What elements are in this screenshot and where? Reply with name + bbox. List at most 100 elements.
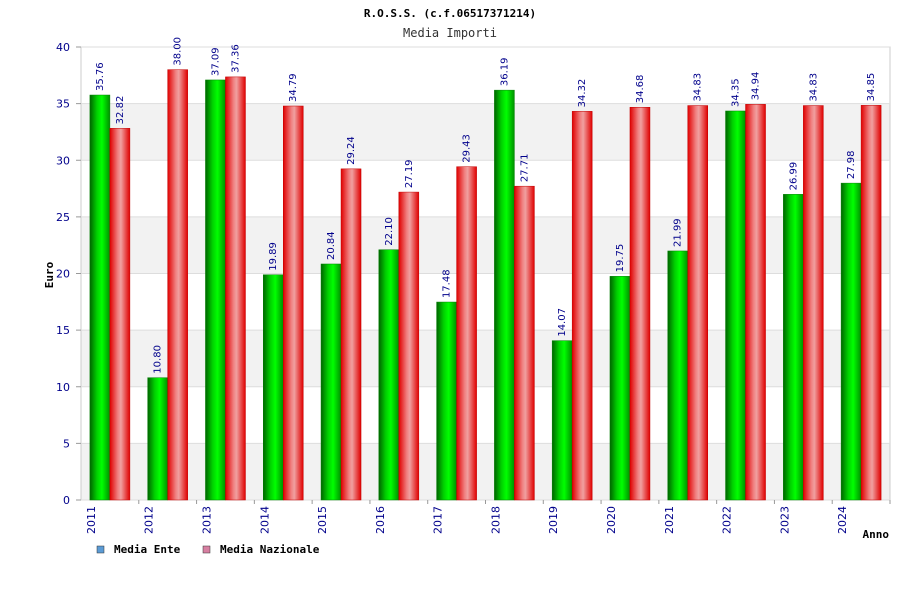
bar-media-nazionale-2016 — [398, 191, 420, 501]
y-tick-label: 5 — [63, 437, 70, 450]
data-label: 14.07 — [557, 308, 568, 337]
plot-band — [81, 330, 890, 387]
chart-title: R.O.S.S. (c.f.06517371214) — [364, 7, 536, 20]
bar-media-ente-2015 — [320, 263, 342, 501]
legend: Media Ente Media Nazionale — [96, 543, 320, 556]
plot-band — [81, 273, 890, 331]
data-label: 34.79 — [288, 73, 299, 102]
legend-label-media-ente: Media Ente — [114, 543, 181, 556]
x-tick-label: 2023 — [778, 506, 791, 534]
data-label: 34.85 — [866, 73, 877, 102]
x-tick-label: 2024 — [836, 506, 849, 534]
bar-media-nazionale-2011 — [109, 128, 131, 501]
data-label: 36.19 — [499, 58, 510, 87]
x-tick-label: 2021 — [663, 506, 676, 534]
data-label: 22.10 — [384, 217, 395, 246]
y-axis-ticks: 0 5 10 15 20 25 30 35 40 — [56, 41, 81, 507]
plot-band — [81, 216, 890, 274]
data-label: 17.48 — [442, 269, 453, 298]
data-label: 29.43 — [462, 134, 473, 163]
data-label: 34.32 — [577, 79, 588, 108]
data-label: 34.94 — [751, 72, 762, 101]
x-tick-label: 2018 — [489, 506, 502, 534]
data-label: 21.99 — [673, 218, 684, 247]
data-label: 10.80 — [153, 345, 164, 374]
y-tick-label: 35 — [56, 98, 70, 111]
bar-media-ente-2023 — [783, 194, 804, 501]
y-tick-label: 20 — [56, 268, 70, 281]
bar-media-nazionale-2014 — [283, 105, 304, 501]
bar-media-ente-2022 — [725, 110, 746, 501]
bar-media-ente-2018 — [494, 89, 515, 501]
x-axis-label: Anno — [863, 528, 890, 541]
bar-media-nazionale-2013 — [225, 76, 246, 501]
x-tick-label: 2012 — [143, 506, 156, 534]
x-tick-label: 2016 — [374, 506, 387, 534]
data-label: 32.82 — [115, 96, 126, 125]
x-tick-label: 2015 — [316, 506, 329, 534]
data-label: 34.83 — [808, 73, 819, 102]
y-tick-label: 25 — [56, 211, 70, 224]
x-tick-label: 2020 — [605, 506, 618, 534]
bar-media-ente-2013 — [205, 79, 226, 501]
data-label: 37.36 — [230, 44, 241, 73]
plot-band — [81, 160, 890, 217]
y-tick-label: 30 — [56, 154, 70, 167]
bar-media-ente-2020 — [609, 276, 631, 501]
data-label: 19.75 — [615, 244, 626, 273]
data-label: 26.99 — [788, 162, 799, 191]
x-tick-label: 2017 — [432, 506, 445, 534]
bar-media-nazionale-2018 — [514, 185, 535, 501]
data-label: 27.71 — [519, 154, 530, 183]
bar-media-nazionale-2022 — [745, 104, 766, 501]
data-label: 34.68 — [635, 75, 646, 104]
chart-subtitle: Media Importi — [403, 26, 497, 40]
x-tick-label: 2014 — [258, 506, 271, 534]
plot-band — [81, 103, 890, 161]
bar-media-ente-2024 — [840, 182, 862, 501]
bar-media-nazionale-2019 — [571, 111, 593, 501]
bar-media-nazionale-2024 — [860, 105, 882, 501]
bar-media-nazionale-2012 — [167, 69, 188, 501]
data-label: 34.83 — [693, 73, 704, 102]
y-tick-label: 40 — [56, 41, 70, 54]
data-label: 19.89 — [268, 242, 279, 271]
bar-media-ente-2014 — [263, 274, 284, 501]
x-tick-label: 2019 — [547, 506, 560, 534]
legend-swatch-media-ente — [96, 545, 105, 554]
bar-media-ente-2016 — [378, 249, 400, 501]
data-label: 34.35 — [731, 78, 742, 107]
data-label: 35.76 — [95, 62, 106, 91]
bars — [89, 69, 882, 501]
data-labels: 35.76 32.82 10.80 38.00 37.09 37.36 19.89 34.79… — [95, 37, 877, 374]
bar-media-nazionale-2021 — [687, 105, 708, 501]
bar-media-nazionale-2020 — [629, 106, 651, 501]
bar-media-ente-2019 — [551, 340, 573, 501]
bar-media-ente-2012 — [147, 377, 168, 501]
plot-band — [81, 443, 890, 500]
plot-band — [81, 386, 890, 444]
bar-media-nazionale-2017 — [456, 166, 477, 501]
data-label: 27.19 — [404, 159, 415, 188]
data-label: 27.98 — [846, 150, 857, 179]
bar-media-nazionale-2015 — [340, 168, 362, 501]
data-label: 20.84 — [326, 231, 337, 260]
legend-swatch-media-nazionale — [202, 545, 211, 554]
data-label: 29.24 — [346, 136, 357, 165]
x-axis-ticks: 2011 2012 2013 2014 2015 2016 2017 2018 2019 2020… — [85, 500, 891, 534]
data-label: 38.00 — [173, 37, 184, 66]
x-tick-label: 2011 — [85, 506, 98, 534]
y-tick-label: 10 — [56, 381, 70, 394]
plot-band — [81, 47, 890, 104]
bar-media-ente-2011 — [89, 94, 111, 501]
x-tick-label: 2022 — [721, 506, 734, 534]
x-tick-label: 2013 — [200, 506, 213, 534]
bar-media-nazionale-2023 — [803, 105, 824, 501]
bar-media-ente-2017 — [436, 301, 457, 501]
bar-media-ente-2021 — [667, 250, 688, 501]
y-tick-label: 15 — [56, 324, 70, 337]
legend-label-media-nazionale: Media Nazionale — [220, 543, 320, 556]
y-tick-label: 0 — [63, 494, 70, 507]
y-axis-label: Euro — [43, 261, 56, 288]
